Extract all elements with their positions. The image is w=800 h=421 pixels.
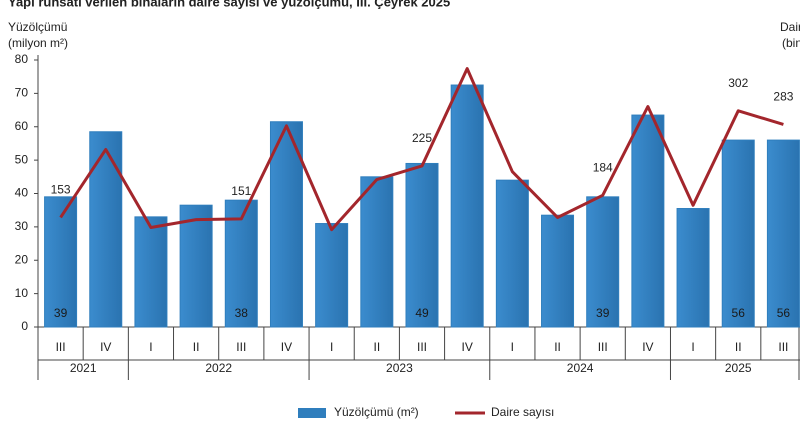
y-tick-label: 50 [15,152,29,166]
x-tick-label: III [236,340,246,354]
y-tick-label: 0 [21,319,28,333]
legend-label: Yüzölçümü (m²) [334,405,419,419]
y-tick-label: 70 [15,86,29,100]
bar-value-label: 56 [777,306,791,320]
bar [541,214,575,328]
x-tick-label: II [554,340,561,354]
line-value-label: 302 [728,76,748,90]
line-value-label: 283 [773,90,793,104]
bar [134,216,168,328]
chart-title: Yapı ruhsatı verilen binaların daire say… [8,0,450,9]
line-value-label: 184 [593,160,613,174]
legend-swatch [298,408,326,418]
y-tick-label: 10 [15,286,29,300]
bar-value-label: 38 [235,306,249,320]
bar-value-label: 39 [54,306,68,320]
y-tick-label: 40 [15,186,29,200]
x-tick-label: III [56,340,66,354]
x-tick-label: III [417,340,427,354]
line-value-label: 225 [412,131,432,145]
bar [450,84,484,328]
x-group-label: 2022 [205,361,232,375]
x-tick-label: I [511,340,514,354]
x-tick-label: III [598,340,608,354]
x-group-label: 2025 [725,361,752,375]
bar [405,162,439,328]
x-tick-label: I [149,340,152,354]
x-tick-label: II [735,340,742,354]
x-tick-label: I [330,340,333,354]
line [59,67,784,232]
bar [179,204,213,328]
bar-value-label: 49 [415,306,429,320]
y-tick-label: 80 [15,52,29,66]
x-tick-label: IV [462,340,473,354]
bar [495,179,529,328]
x-group-label: 2024 [567,361,594,375]
x-tick-label: II [193,340,200,354]
x-group-label: 2023 [386,361,413,375]
bar-value-label: 56 [732,306,746,320]
bar-value-label: 39 [596,306,610,320]
x-tick-label: II [373,340,380,354]
bar [766,139,800,328]
x-tick-label: IV [100,340,111,354]
y-tick-label: 60 [15,119,29,133]
y2-axis-title: Daire [780,20,800,34]
y-axis-title: (milyon m²) [8,36,68,50]
bar [269,121,303,328]
x-tick-label: IV [642,340,653,354]
bar [676,208,710,328]
bar [360,176,394,328]
y-axis-title: Yüzölçümü [8,20,67,34]
x-tick-label: III [778,340,788,354]
x-group-label: 2021 [70,361,97,375]
y-tick-label: 30 [15,219,29,233]
x-tick-label: I [691,340,694,354]
bar [315,223,349,328]
bar [89,131,123,328]
line-value-label: 153 [51,183,71,197]
legend-label: Daire sayısı [491,405,554,419]
y-tick-label: 20 [15,252,29,266]
bar [631,114,665,328]
bar [224,199,258,328]
bar [721,139,755,328]
y2-axis-title: (bin) [782,36,800,50]
line-value-label: 151 [231,184,251,198]
x-tick-label: IV [281,340,292,354]
bar [44,196,78,328]
